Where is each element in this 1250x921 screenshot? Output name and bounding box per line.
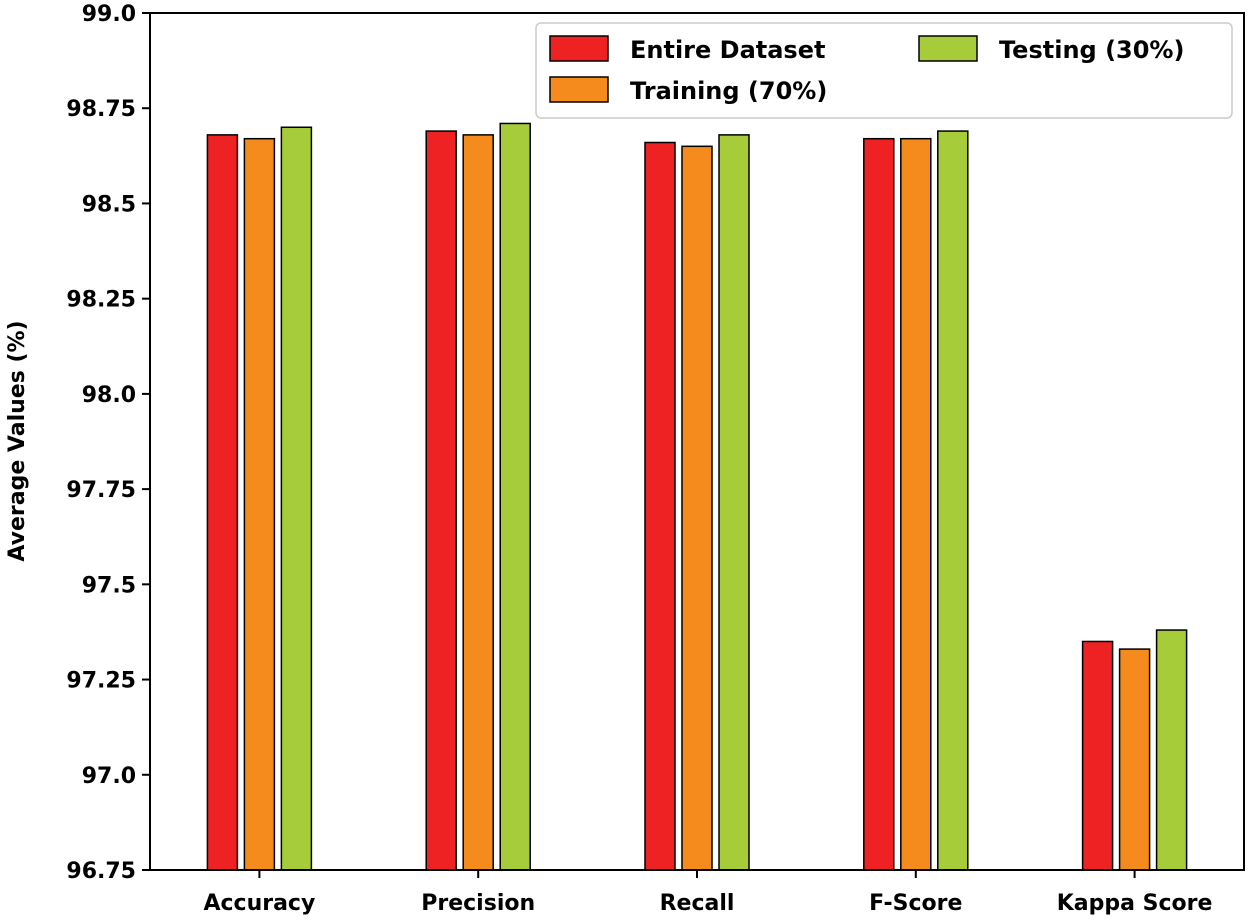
legend-swatch <box>549 35 609 62</box>
y-tick-label: 97.5 <box>82 573 136 598</box>
y-tick-label: 98.5 <box>82 192 136 217</box>
y-tick-label: 97.25 <box>66 669 136 694</box>
y-tick-label: 97.0 <box>82 764 136 789</box>
bar-kappa-score-3 <box>1155 629 1188 871</box>
bar-accuracy-1 <box>206 134 239 871</box>
x-tick-label: Kappa Score <box>1057 891 1213 916</box>
y-tick-label: 96.75 <box>66 859 136 884</box>
bar-kappa-score-1 <box>1081 640 1114 871</box>
bar-precision-1 <box>425 130 457 871</box>
legend-label: Training (70%) <box>630 77 827 105</box>
bar-f-score-2 <box>900 137 932 871</box>
bar-precision-2 <box>462 134 494 871</box>
x-axis: Accuracy Precision Recall F-Score Kappa Scor… <box>203 870 1212 916</box>
x-tick-label: Recall <box>660 891 735 916</box>
bar-accuracy-2 <box>243 137 276 871</box>
bar-kappa-score-2 <box>1118 648 1151 871</box>
legend-box <box>535 22 1233 119</box>
y-axis: 96.75 97.0 97.25 97.5 97.75 98.0 98.25 98.5 98.7… <box>66 2 150 884</box>
x-tick-label: Precision <box>421 891 535 916</box>
bar-accuracy-3 <box>280 126 313 871</box>
y-tick-label: 98.0 <box>82 383 136 408</box>
y-tick-label: 97.75 <box>66 478 136 503</box>
bar-f-score-1 <box>863 137 895 871</box>
legend-label: Entire Dataset <box>630 36 825 64</box>
legend: Entire Dataset Training (70%) Testing (30%… <box>535 22 1233 119</box>
bar-recall-3 <box>718 134 750 871</box>
bar-recall-1 <box>644 141 676 871</box>
y-axis-title: Average Values (%) <box>5 320 30 561</box>
bars-layer <box>206 122 1188 871</box>
legend-swatch <box>918 35 978 62</box>
bar-recall-2 <box>681 145 713 871</box>
legend-label: Testing (30%) <box>999 36 1184 64</box>
legend-swatch <box>549 76 609 103</box>
bar-precision-3 <box>499 122 531 871</box>
y-tick-label: 98.25 <box>66 288 136 313</box>
x-tick-label: F-Score <box>869 891 962 916</box>
y-tick-label: 98.75 <box>66 97 136 122</box>
bar-f-score-3 <box>937 130 969 871</box>
y-tick-label: 99.0 <box>82 2 136 27</box>
x-tick-label: Accuracy <box>203 891 315 916</box>
